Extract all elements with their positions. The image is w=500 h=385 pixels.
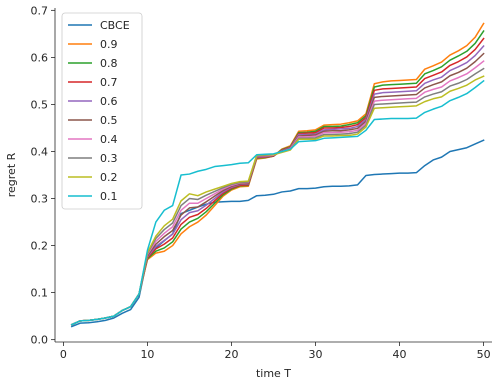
y-tick-label: 0.5 <box>31 98 49 111</box>
x-tick-label: 50 <box>477 348 491 361</box>
y-tick-label: 0.6 <box>31 51 49 64</box>
x-tick-label: 0 <box>60 348 67 361</box>
legend-label: 0.2 <box>100 171 118 184</box>
legend-label: 0.4 <box>100 133 118 146</box>
legend-label: 0.1 <box>100 190 118 203</box>
y-tick-label: 0.7 <box>31 4 49 17</box>
series-layer <box>70 22 485 328</box>
legend: CBCE 0.9 0.8 0.7 0.6 0.5 0.4 0.3 0.2 0.1 <box>61 12 143 210</box>
x-tick-label: 20 <box>224 348 238 361</box>
y-axis-label: regret R <box>5 152 18 197</box>
y-ticks: 0.0 0.1 0.2 0.3 0.4 0.5 0.6 0.7 <box>31 4 55 347</box>
legend-label: 0.6 <box>100 95 118 108</box>
y-tick-label: 0.2 <box>31 240 49 253</box>
axes-layer <box>54 8 492 343</box>
legend-label: 0.5 <box>100 114 118 127</box>
y-tick-label: 0.3 <box>31 193 49 206</box>
x-tick-label: 40 <box>393 348 407 361</box>
legend-label: 0.9 <box>100 38 118 51</box>
legend-label: 0.3 <box>100 152 118 165</box>
legend-label: 0.7 <box>100 76 118 89</box>
legend-label: CBCE <box>100 19 130 32</box>
x-tick-label: 10 <box>140 348 154 361</box>
y-tick-label: 0.1 <box>31 287 49 300</box>
x-tick-label: 30 <box>309 348 323 361</box>
legend-box <box>61 12 143 210</box>
series-line-9 <box>70 79 485 326</box>
legend-label: 0.8 <box>100 57 118 70</box>
y-tick-label: 0.0 <box>31 334 49 347</box>
y-tick-label: 0.4 <box>31 145 49 158</box>
x-axis-label: time T <box>256 367 291 380</box>
x-ticks: 0 10 20 30 40 50 <box>60 342 491 361</box>
